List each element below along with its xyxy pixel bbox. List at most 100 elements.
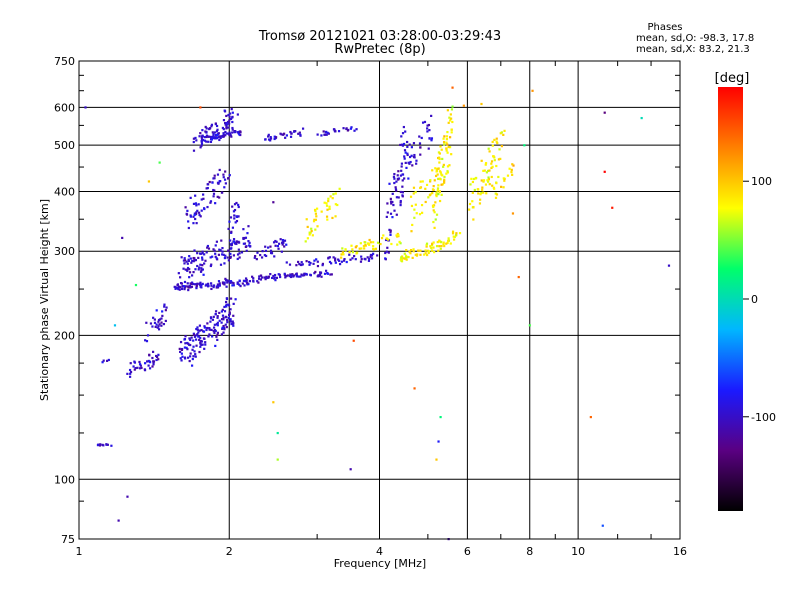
data-point xyxy=(393,172,396,176)
data-point xyxy=(440,244,443,248)
data-point xyxy=(174,287,177,290)
data-point xyxy=(413,153,416,157)
data-point xyxy=(192,256,195,260)
data-point xyxy=(312,220,316,223)
data-point xyxy=(136,366,139,369)
data-point xyxy=(218,138,221,142)
data-point xyxy=(279,275,282,279)
data-point xyxy=(238,279,241,282)
data-point xyxy=(455,232,458,235)
data-point xyxy=(435,245,439,248)
data-point xyxy=(201,343,204,346)
x-tick-label: 4 xyxy=(376,545,383,558)
data-point xyxy=(210,123,214,126)
data-point xyxy=(441,174,444,177)
data-point xyxy=(403,177,406,180)
data-point xyxy=(218,282,221,285)
data-point xyxy=(436,187,440,190)
y-tick-label: 75 xyxy=(61,533,75,546)
data-point xyxy=(304,240,307,243)
data-point xyxy=(216,331,219,334)
data-point xyxy=(151,350,155,353)
data-point xyxy=(231,284,234,287)
data-point xyxy=(425,245,428,248)
data-point xyxy=(212,195,215,198)
data-point xyxy=(272,241,276,244)
data-point xyxy=(200,139,203,143)
data-point xyxy=(228,220,231,223)
data-point xyxy=(210,138,213,141)
data-point xyxy=(331,197,334,200)
data-point xyxy=(180,359,183,362)
data-point xyxy=(314,228,317,231)
data-point xyxy=(105,443,108,446)
data-point xyxy=(225,114,228,118)
data-point xyxy=(281,241,284,244)
data-point xyxy=(274,244,277,247)
data-point xyxy=(440,148,443,151)
data-point xyxy=(196,282,199,285)
data-point xyxy=(224,182,227,185)
data-point xyxy=(429,179,432,182)
data-point xyxy=(197,268,200,271)
data-point xyxy=(399,174,403,177)
data-point xyxy=(434,174,438,178)
data-point xyxy=(322,130,325,133)
axis-ticks xyxy=(79,61,680,539)
data-point xyxy=(214,244,217,247)
data-point xyxy=(384,238,388,242)
data-point xyxy=(353,129,356,132)
data-point xyxy=(224,123,227,126)
data-point xyxy=(182,259,186,262)
data-point xyxy=(267,138,271,141)
data-point xyxy=(411,223,414,227)
data-point xyxy=(211,181,214,184)
data-point xyxy=(418,142,422,145)
data-point xyxy=(212,330,215,333)
data-point xyxy=(160,321,163,324)
data-point xyxy=(216,181,220,184)
data-point xyxy=(200,343,203,346)
data-point xyxy=(300,261,303,264)
data-point xyxy=(528,324,531,327)
data-point xyxy=(208,135,211,138)
data-point xyxy=(227,177,230,180)
data-point xyxy=(433,226,436,229)
data-point xyxy=(356,251,359,254)
data-point xyxy=(439,171,442,174)
data-point xyxy=(241,282,244,285)
data-point xyxy=(431,204,435,207)
data-point xyxy=(221,308,224,311)
data-point xyxy=(471,200,474,203)
data-point xyxy=(487,169,490,173)
data-point xyxy=(366,256,369,259)
data-point xyxy=(145,340,149,343)
data-point xyxy=(495,164,498,168)
data-point xyxy=(314,270,317,274)
data-point xyxy=(175,286,179,290)
data-point xyxy=(437,249,440,252)
data-point xyxy=(403,155,406,158)
data-point xyxy=(611,206,614,209)
data-point xyxy=(445,149,448,152)
data-point xyxy=(321,262,325,266)
data-point xyxy=(273,277,276,280)
data-point xyxy=(277,247,280,250)
data-point xyxy=(447,239,450,242)
data-point xyxy=(216,316,219,319)
data-point xyxy=(310,227,313,230)
data-point xyxy=(245,249,248,252)
data-point xyxy=(415,159,418,162)
data-point xyxy=(229,216,233,219)
data-point xyxy=(252,277,255,280)
data-point xyxy=(199,336,202,339)
data-point xyxy=(449,113,452,116)
data-point xyxy=(312,262,315,265)
data-point xyxy=(230,107,233,111)
data-point xyxy=(265,276,268,280)
data-point xyxy=(485,171,489,174)
data-point xyxy=(110,444,113,447)
data-point xyxy=(245,245,248,248)
data-point xyxy=(273,137,276,141)
data-point xyxy=(183,280,187,284)
